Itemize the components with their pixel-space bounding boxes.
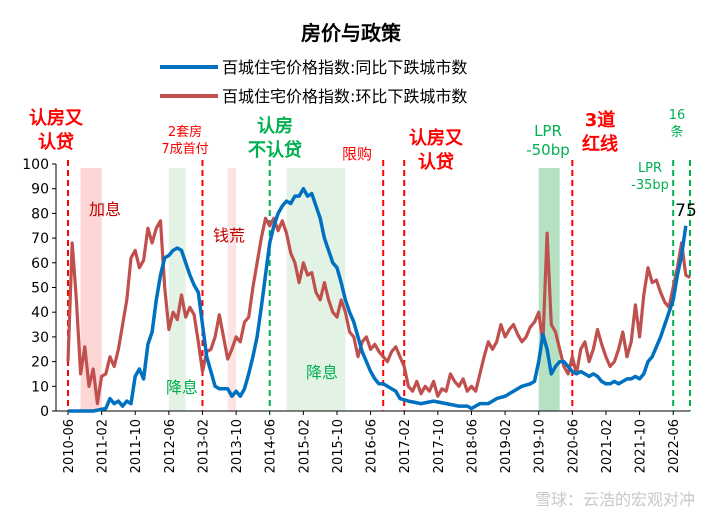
shaded-region <box>168 168 186 411</box>
policy-annotation: 认房又 <box>409 127 464 149</box>
x-tick-label: 2019-10 <box>533 419 548 473</box>
policy-annotation: 不认贷 <box>248 139 302 161</box>
axes: 0 10 20 30 40 50 60 70 80 90 100 2010-06 2011-02 2011… <box>22 157 690 473</box>
region-label: 降息 <box>306 363 338 382</box>
policy-annotation: 认房 <box>257 115 293 137</box>
y-tick-label: 100 <box>22 157 49 173</box>
x-tick-label: 2013-10 <box>230 419 245 473</box>
x-tick-label: 2021-10 <box>634 419 649 473</box>
x-tick-label: 2022-06 <box>667 419 682 473</box>
x-tick-label: 2016-06 <box>365 419 380 473</box>
series-line-yoy <box>68 186 688 413</box>
y-tick-label: 50 <box>31 281 49 297</box>
region-label: 加息 <box>89 200 121 219</box>
x-tick-label: 2019-02 <box>499 419 514 473</box>
y-tick-label: 60 <box>31 256 49 272</box>
x-tick-label: 2010-06 <box>62 419 77 473</box>
policy-annotation: LPR <box>534 122 562 140</box>
x-tick-label: 2021-02 <box>600 419 615 473</box>
x-tick-label: 2015-02 <box>297 419 312 473</box>
y-tick-label: 10 <box>31 379 49 395</box>
policy-annotation: 认贷 <box>38 131 74 153</box>
y-tick-label: 0 <box>40 404 49 420</box>
y-tick-label: 20 <box>31 355 49 371</box>
x-tick-label: 2012-06 <box>163 419 178 473</box>
legend-label-yoy: 百城住宅价格指数:同比下跌城市数 <box>222 58 467 77</box>
y-tick-label: 90 <box>31 182 49 198</box>
x-tick-label: 2020-06 <box>566 419 581 473</box>
shaded-region <box>227 168 237 411</box>
x-tick-label: 2017-02 <box>398 419 413 473</box>
policy-lines <box>67 160 691 411</box>
x-tick-label: 2011-10 <box>129 419 144 473</box>
x-tick-label: 2013-02 <box>196 419 211 473</box>
chart-title: 房价与政策 <box>301 21 402 45</box>
x-tick-label: 2017-10 <box>432 419 447 473</box>
x-tick-label: 2014-06 <box>264 419 279 473</box>
series-lines <box>66 186 691 413</box>
policy-annotation: 7成首付 <box>161 142 208 157</box>
series-line-mom <box>66 216 691 406</box>
legend: 百城住宅价格指数:同比下跌城市数 百城住宅价格指数:环比下跌城市数 <box>160 58 467 106</box>
policy-annotation: 红线 <box>582 133 618 155</box>
watermark: 雪球：云浩的宏观对冲 <box>535 490 695 509</box>
end-value-label: 75 <box>675 201 697 221</box>
region-label: 钱荒 <box>213 226 245 245</box>
policy-annotation: LPR <box>638 161 662 176</box>
legend-label-mom: 百城住宅价格指数:环比下跌城市数 <box>222 87 467 106</box>
y-tick-label: 40 <box>31 305 49 321</box>
policy-annotation: 条 <box>670 124 683 140</box>
x-tick-label: 2018-06 <box>465 419 480 473</box>
y-tick-label: 30 <box>31 330 49 346</box>
x-tick-label: 2011-02 <box>96 419 111 473</box>
y-tick-label: 70 <box>31 231 49 247</box>
policy-annotation: 认贷 <box>418 151 454 173</box>
policy-annotation: 2套房 <box>168 124 202 140</box>
policy-annotation: -50bp <box>526 141 570 159</box>
policy-annotation: 限购 <box>342 145 372 163</box>
y-tick-label: 80 <box>31 206 49 222</box>
x-tick-label: 2015-10 <box>331 419 346 473</box>
policy-annotation: 16 <box>669 108 686 123</box>
region-label: 降息 <box>166 378 198 397</box>
policy-annotation: -35bp <box>631 178 669 193</box>
policy-annotation: 认房又 <box>29 107 84 129</box>
policy-annotation: 3道 <box>585 109 616 131</box>
